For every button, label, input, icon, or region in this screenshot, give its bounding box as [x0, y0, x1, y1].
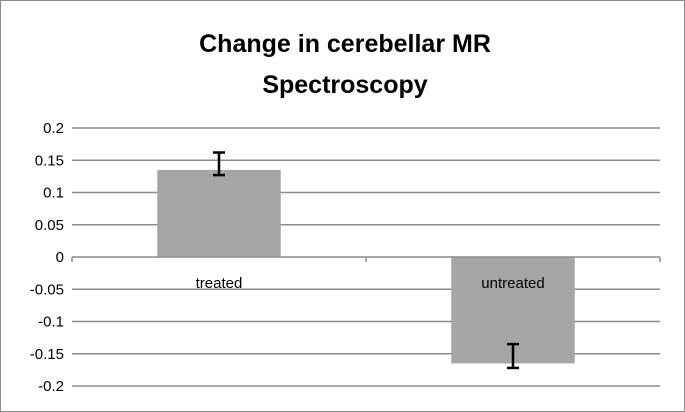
- category-labels: treated untreated: [196, 275, 545, 292]
- y-tick-label: -0.2: [38, 378, 64, 395]
- y-axis-ticks: 0.2 0.15 0.1 0.05 0 -0.05 -0.1 -0.15 -0.2: [30, 120, 64, 395]
- bar-treated: [157, 169, 281, 257]
- category-label-treated: treated: [196, 275, 243, 292]
- y-tick-label: 0.05: [35, 217, 64, 234]
- y-tick-label: 0.2: [43, 120, 64, 137]
- y-tick-label: 0.1: [43, 185, 64, 202]
- y-tick-label: -0.05: [30, 281, 64, 298]
- y-tick-label: -0.15: [30, 346, 64, 363]
- bars: [157, 169, 575, 364]
- x-axis: [71, 256, 661, 262]
- error-bar-treated: [213, 151, 225, 177]
- y-tick-label: -0.1: [38, 314, 64, 331]
- error-bars: [213, 151, 519, 370]
- chart-title-line-1: Change in cerebellar MR: [199, 30, 491, 58]
- error-bar-untreated: [507, 342, 519, 370]
- y-tick-label: 0.15: [35, 152, 64, 169]
- chart-title-line-2: Spectroscopy: [262, 71, 427, 99]
- y-tick-label: 0: [56, 249, 64, 266]
- category-label-untreated: untreated: [481, 275, 544, 292]
